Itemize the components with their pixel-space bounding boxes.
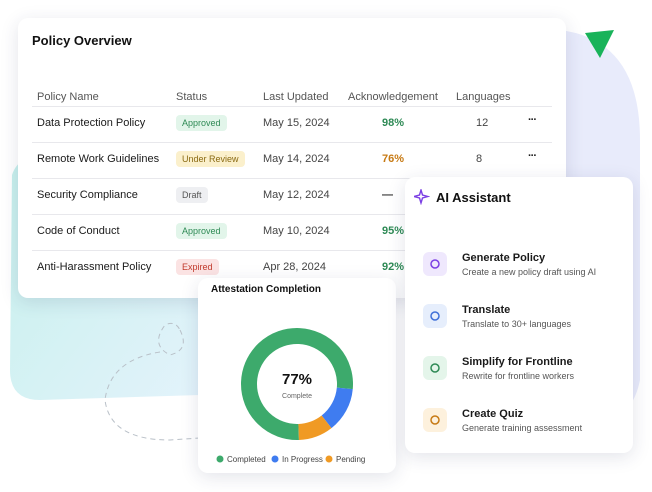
item-title[interactable]: Create Quiz bbox=[462, 408, 524, 420]
item-subtitle: Rewrite for frontline workers bbox=[462, 371, 575, 381]
acknowledgement: — bbox=[382, 189, 393, 201]
legend-dot bbox=[271, 455, 279, 463]
donut-chart: 77% Complete Completed In Progress Pending bbox=[216, 328, 365, 464]
languages: 8 bbox=[476, 153, 483, 165]
legend-dot bbox=[325, 455, 333, 463]
last-updated: May 10, 2024 bbox=[263, 225, 330, 237]
ai-title: AI Assistant bbox=[436, 190, 511, 205]
sparkle-icon bbox=[414, 189, 430, 205]
policy-name[interactable]: Code of Conduct bbox=[37, 225, 120, 237]
donut-segment bbox=[241, 328, 353, 440]
status-badge: Approved bbox=[176, 115, 227, 131]
legend-dot bbox=[216, 455, 224, 463]
status-badge: Expired bbox=[176, 259, 219, 275]
column-header: Policy Name bbox=[37, 91, 99, 103]
status-badge: Draft bbox=[176, 187, 208, 203]
item-title[interactable]: Translate bbox=[462, 304, 511, 316]
status-badge: Under Review bbox=[176, 151, 245, 167]
center-value: 77% bbox=[282, 371, 312, 388]
chart-title: Attestation Completion bbox=[211, 284, 321, 295]
last-updated: Apr 28, 2024 bbox=[263, 261, 326, 273]
legend-label: In Progress bbox=[282, 455, 323, 464]
status-badge: Approved bbox=[176, 223, 227, 239]
legend-label: Completed bbox=[227, 455, 266, 464]
acknowledgement: 95% bbox=[382, 225, 405, 237]
donut-segment bbox=[321, 387, 353, 429]
item-icon[interactable] bbox=[423, 252, 447, 276]
legend-label: Pending bbox=[336, 455, 365, 464]
row-separator bbox=[32, 250, 552, 251]
row-separator bbox=[32, 142, 552, 143]
item-subtitle: Translate to 30+ languages bbox=[462, 319, 571, 329]
column-header: Acknowledgement bbox=[348, 91, 438, 103]
last-updated: May 12, 2024 bbox=[263, 189, 330, 201]
row-separator bbox=[32, 106, 552, 107]
row-separator bbox=[32, 214, 552, 215]
policy-name[interactable]: Remote Work Guidelines bbox=[37, 153, 160, 165]
donut-segment bbox=[298, 415, 332, 440]
card-title: Policy Overview bbox=[32, 33, 132, 48]
row-menu[interactable]: ··· bbox=[528, 114, 537, 126]
ai-card: AI Assistant Generate Policy Create a new… bbox=[405, 177, 633, 453]
policy-name[interactable]: Data Protection Policy bbox=[37, 117, 146, 129]
last-updated: May 15, 2024 bbox=[263, 117, 330, 129]
policy-name[interactable]: Security Compliance bbox=[37, 189, 138, 201]
acknowledgement: 76% bbox=[382, 153, 405, 165]
policy-name[interactable]: Anti-Harassment Policy bbox=[37, 261, 152, 273]
item-title[interactable]: Generate Policy bbox=[462, 252, 546, 264]
item-icon[interactable] bbox=[423, 304, 447, 328]
last-updated: May 14, 2024 bbox=[263, 153, 330, 165]
row-separator bbox=[32, 178, 552, 179]
row-menu[interactable]: ··· bbox=[528, 150, 537, 162]
languages: 12 bbox=[476, 117, 489, 129]
item-subtitle: Create a new policy draft using AI bbox=[462, 267, 597, 277]
column-header: Last Updated bbox=[263, 91, 329, 103]
item-icon[interactable] bbox=[423, 356, 447, 380]
item-icon[interactable] bbox=[423, 408, 447, 432]
column-header: Status bbox=[176, 91, 208, 103]
item-title[interactable]: Simplify for Frontline bbox=[462, 356, 573, 368]
acknowledgement: 98% bbox=[382, 117, 405, 129]
item-subtitle: Generate training assessment bbox=[462, 423, 583, 433]
center-label: Complete bbox=[282, 393, 312, 400]
column-header: Languages bbox=[456, 91, 511, 103]
attestation-card: Attestation Completion 77% Complete Comp… bbox=[198, 278, 396, 473]
acknowledgement: 92% bbox=[382, 261, 405, 273]
